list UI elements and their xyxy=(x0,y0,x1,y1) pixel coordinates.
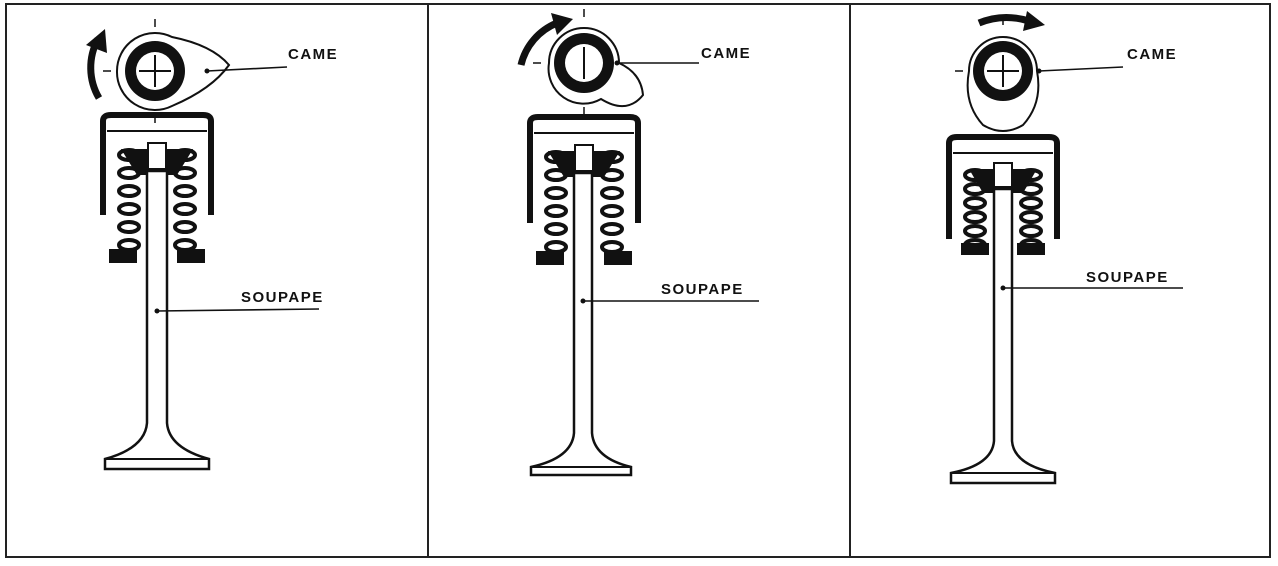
valve-label: SOUPAPE xyxy=(661,281,744,298)
cam-leader-line xyxy=(206,66,288,72)
cam xyxy=(103,19,231,123)
valve-mechanism-1 xyxy=(86,19,320,471)
cam-leader-line xyxy=(1038,66,1124,72)
spring-retainer xyxy=(121,142,193,175)
spring-retainer xyxy=(969,162,1037,193)
cam-label: CAME xyxy=(701,45,752,62)
cam-label: CAME xyxy=(1127,46,1178,63)
valve-leader-line xyxy=(156,308,320,312)
rotation-arrow xyxy=(977,11,1045,31)
panel-divider xyxy=(849,3,851,558)
diagram-frame xyxy=(5,3,1271,558)
panel-2: CAME SOUPAPE xyxy=(429,3,849,558)
valve-mechanism-2 xyxy=(517,9,759,477)
cam xyxy=(955,17,1042,132)
spring-seat xyxy=(961,243,1045,255)
panel-1: CAME SOUPAPE xyxy=(7,3,427,558)
rotation-arrow xyxy=(86,29,107,100)
tappet xyxy=(527,114,641,223)
valve-label: SOUPAPE xyxy=(241,289,324,306)
rotation-arrow xyxy=(517,13,573,66)
panel-divider xyxy=(427,3,429,558)
tappet xyxy=(946,134,1060,239)
spring-seat xyxy=(109,249,205,263)
tappet xyxy=(100,112,214,215)
panel-3: CAME SOUPAPE xyxy=(851,3,1271,558)
valve xyxy=(103,169,211,471)
valve-label: SOUPAPE xyxy=(1086,269,1169,286)
spring-seat xyxy=(536,251,632,265)
valve xyxy=(529,171,633,477)
cam xyxy=(533,9,645,117)
cam-label: CAME xyxy=(288,46,339,63)
valve-mechanism-3 xyxy=(946,11,1183,485)
spring-retainer xyxy=(548,144,620,177)
